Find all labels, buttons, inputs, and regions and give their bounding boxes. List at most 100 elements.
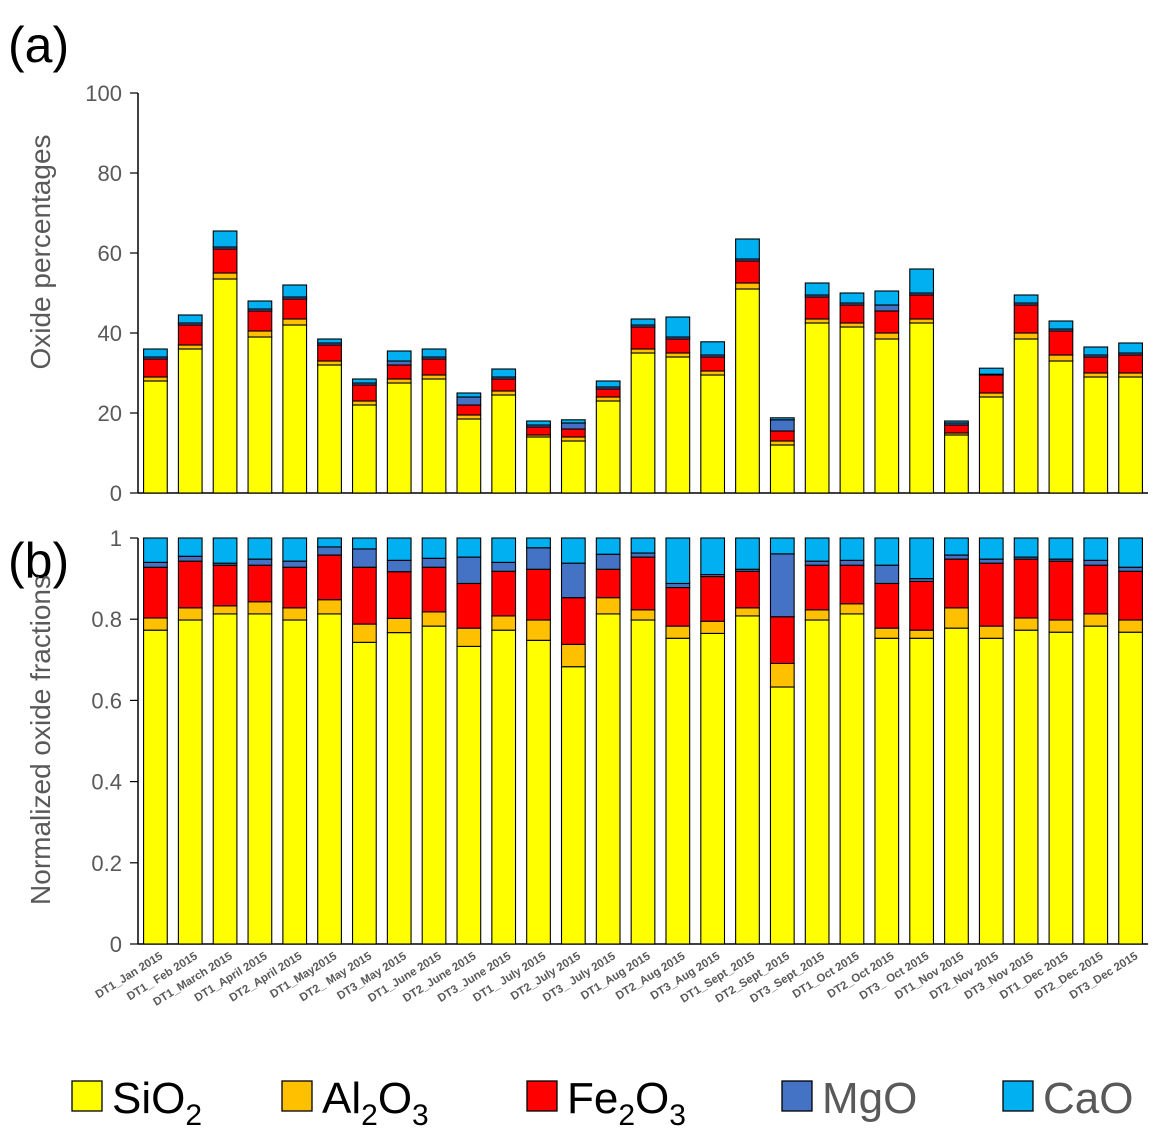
bar-segment-sio2 xyxy=(177,619,203,945)
bar-segment-fe2o3 xyxy=(1048,560,1074,621)
panel-b-y-tick-label: 0.6 xyxy=(91,688,122,713)
bar-segment-mgo xyxy=(560,422,586,430)
panel-b-bar-stack xyxy=(1083,537,1109,945)
bar-segment-fe2o3 xyxy=(735,570,760,609)
bar-segment-al2o3 xyxy=(874,627,900,639)
bar-segment-cao xyxy=(282,537,308,562)
bar-segment-mgo xyxy=(421,557,447,568)
bar-segment-al2o3 xyxy=(595,597,621,615)
panel-b-bar-stack xyxy=(630,537,656,945)
bar-segment-sio2 xyxy=(177,348,203,494)
bar-segment-fe2o3 xyxy=(1083,356,1109,374)
panel-b-bar-stack xyxy=(317,537,342,945)
bar-segment-al2o3 xyxy=(735,607,760,617)
bar-segment-fe2o3 xyxy=(909,294,935,320)
bar-segment-cao xyxy=(1048,320,1074,330)
bar-segment-fe2o3 xyxy=(212,248,238,274)
panel-a-y-tick-label: 40 xyxy=(98,321,122,346)
bar-segment-al2o3 xyxy=(839,322,865,328)
bar-segment-al2o3 xyxy=(665,625,691,639)
bar-segment-al2o3 xyxy=(735,282,760,290)
bar-segment-al2o3 xyxy=(839,603,865,615)
bar-segment-cao xyxy=(978,367,1004,375)
bar-segment-fe2o3 xyxy=(630,326,656,350)
bar-segment-sio2 xyxy=(247,336,273,494)
bar-segment-fe2o3 xyxy=(978,562,1004,627)
bar-segment-mgo xyxy=(177,555,203,562)
bar-segment-sio2 xyxy=(595,400,621,494)
legend-item-0: SiO2 xyxy=(71,1074,202,1131)
panel-b-bar-stack xyxy=(735,537,760,945)
panel-a-bar-stack xyxy=(630,318,656,494)
bar-segment-fe2o3 xyxy=(282,298,308,320)
bar-segment-al2o3 xyxy=(456,414,482,420)
panel-a-bar-stack xyxy=(247,300,273,494)
bar-segment-mgo xyxy=(978,558,1004,564)
bar-segment-sio2 xyxy=(351,404,377,494)
bar-segment-sio2 xyxy=(282,324,308,494)
bar-segment-fe2o3 xyxy=(421,358,447,376)
bar-segment-cao xyxy=(177,537,203,557)
bar-segment-sio2 xyxy=(421,625,447,945)
bar-segment-al2o3 xyxy=(143,617,168,631)
bar-segment-mgo xyxy=(769,419,795,432)
panel-b-bar-stack xyxy=(212,537,238,945)
bar-segment-fe2o3 xyxy=(1048,330,1074,356)
legend-label: Fe2O3 xyxy=(567,1074,686,1131)
bar-segment-fe2o3 xyxy=(317,554,342,601)
panel-a-y-tick-label: 100 xyxy=(85,81,122,106)
bar-segment-al2o3 xyxy=(526,619,551,641)
bar-segment-sio2 xyxy=(1083,625,1109,945)
bar-segment-fe2o3 xyxy=(526,568,551,621)
bar-segment-fe2o3 xyxy=(909,580,935,631)
panel-b-bar-stack xyxy=(1118,537,1143,945)
bar-segment-fe2o3 xyxy=(804,296,830,320)
bar-segment-cao xyxy=(212,537,238,564)
bar-segment-sio2 xyxy=(839,613,865,945)
bar-segment-cao xyxy=(1013,537,1039,558)
panel-a-bar-stack xyxy=(1048,320,1074,494)
bar-segment-al2o3 xyxy=(630,609,656,621)
bar-segment-al2o3 xyxy=(978,392,1004,398)
legend-item-3: MgO xyxy=(781,1074,917,1123)
bar-segment-mgo xyxy=(282,560,308,568)
bar-segment-mgo xyxy=(560,562,586,599)
bar-segment-al2o3 xyxy=(909,629,935,639)
panel-a-y-tick-label: 20 xyxy=(98,401,122,426)
panel-b-bar-stack xyxy=(978,537,1004,945)
bar-segment-sio2 xyxy=(491,629,517,945)
panel-b-normalized-fractions: (b) Normalized oxide fractions 0 0.2 0.4 0.… xyxy=(8,526,1148,1009)
panel-a-bar-stack xyxy=(491,368,517,494)
bar-segment-cao xyxy=(456,392,482,398)
bar-segment-fe2o3 xyxy=(560,428,586,438)
bar-segment-sio2 xyxy=(978,396,1004,494)
bar-segment-sio2 xyxy=(1013,338,1039,494)
bar-segment-fe2o3 xyxy=(769,616,795,665)
bar-segment-al2o3 xyxy=(595,396,621,402)
bar-segment-fe2o3 xyxy=(595,568,621,599)
panel-a-y-tick-label: 0 xyxy=(110,481,122,506)
bar-segment-fe2o3 xyxy=(247,310,273,332)
bar-segment-sio2 xyxy=(630,619,656,945)
bar-segment-mgo xyxy=(456,396,482,406)
bar-segment-cao xyxy=(386,350,412,362)
panel-b-bar-stack xyxy=(874,537,900,945)
bar-segment-fe2o3 xyxy=(665,338,691,354)
bar-segment-al2o3 xyxy=(282,607,308,621)
bar-segment-sio2 xyxy=(560,440,586,494)
bar-segment-al2o3 xyxy=(386,617,412,634)
bar-segment-fe2o3 xyxy=(491,378,517,392)
bar-segment-mgo xyxy=(804,560,830,566)
bar-segment-fe2o3 xyxy=(1118,354,1143,374)
panel-a-bar-stack xyxy=(1013,294,1039,494)
bar-segment-al2o3 xyxy=(769,662,795,688)
bar-segment-al2o3 xyxy=(665,352,691,358)
panel-b-bar-stack xyxy=(386,537,412,945)
bar-segment-sio2 xyxy=(386,632,412,945)
bar-segment-cao xyxy=(1048,537,1074,560)
panel-a-y-tick-label: 60 xyxy=(98,241,122,266)
bar-segment-fe2o3 xyxy=(247,564,273,603)
bar-segment-sio2 xyxy=(1118,376,1143,494)
bar-segment-mgo xyxy=(351,548,377,568)
